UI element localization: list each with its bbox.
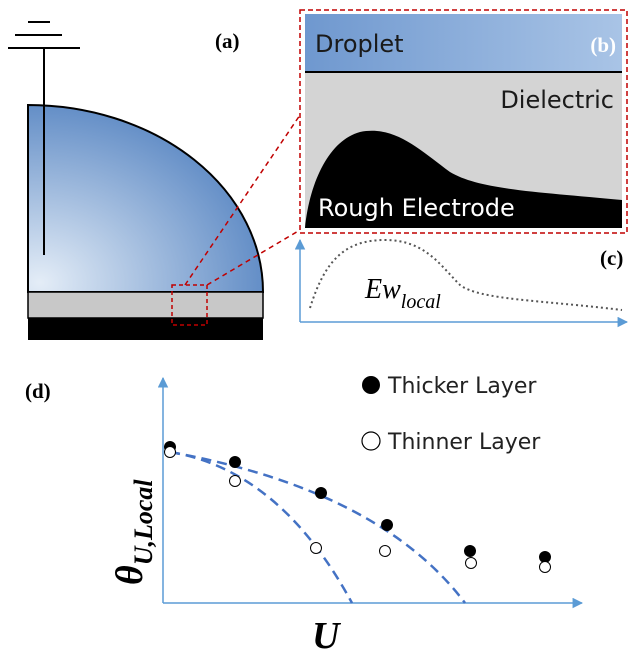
- legend-label: Thicker Layer: [387, 374, 537, 399]
- electrode-label: Rough Electrode: [318, 194, 515, 222]
- panel-label: (c): [600, 246, 623, 270]
- point: [466, 558, 477, 569]
- point: [315, 487, 327, 499]
- dielectric-label: Dielectric: [500, 86, 614, 114]
- panel-label: (b): [590, 33, 616, 57]
- y-axis-label-subscript: U,Local: [129, 479, 158, 566]
- panel-d: (d) Thicker Layer Thinner Layer θU,Local…: [25, 374, 582, 657]
- panel-c: (c) Ewlocal: [300, 240, 627, 322]
- droplet-label: Droplet: [315, 30, 404, 58]
- y-axis-label-base: θ: [109, 565, 151, 585]
- electrode-layer: [28, 318, 263, 340]
- x-axis-label: U: [312, 615, 342, 657]
- point: [540, 562, 551, 573]
- droplet: [28, 105, 263, 292]
- legend-label: Thinner Layer: [387, 430, 541, 455]
- legend-symbol: [362, 376, 380, 394]
- panel-a: (a): [8, 22, 300, 340]
- panel-b: Droplet (b) Dielectric Rough Electrode: [300, 10, 627, 233]
- y-axis-label: θU,Local: [109, 479, 158, 585]
- curve-label-subscript: local: [401, 291, 441, 313]
- thinner-points: [165, 447, 551, 573]
- point: [230, 476, 241, 487]
- dielectric-layer: [28, 292, 263, 318]
- point: [380, 546, 391, 557]
- panel-label: (a): [215, 29, 240, 53]
- point: [381, 519, 393, 531]
- point: [229, 456, 241, 468]
- curve-label-base: Ew: [364, 274, 401, 305]
- point: [165, 447, 176, 458]
- panel-label: (d): [25, 379, 51, 403]
- curve-label: Ewlocal: [364, 274, 441, 313]
- local-field-curve: [310, 240, 622, 310]
- thicker-points: [164, 441, 551, 563]
- point: [464, 545, 476, 557]
- figure: (a) Droplet (b) Dielectric Rough Electro…: [0, 0, 629, 658]
- legend-symbol: [362, 432, 380, 450]
- page: (a) Droplet (b) Dielectric Rough Electro…: [0, 0, 629, 658]
- point: [311, 543, 322, 554]
- trend-curve: [170, 452, 352, 603]
- trend-curve: [170, 452, 465, 603]
